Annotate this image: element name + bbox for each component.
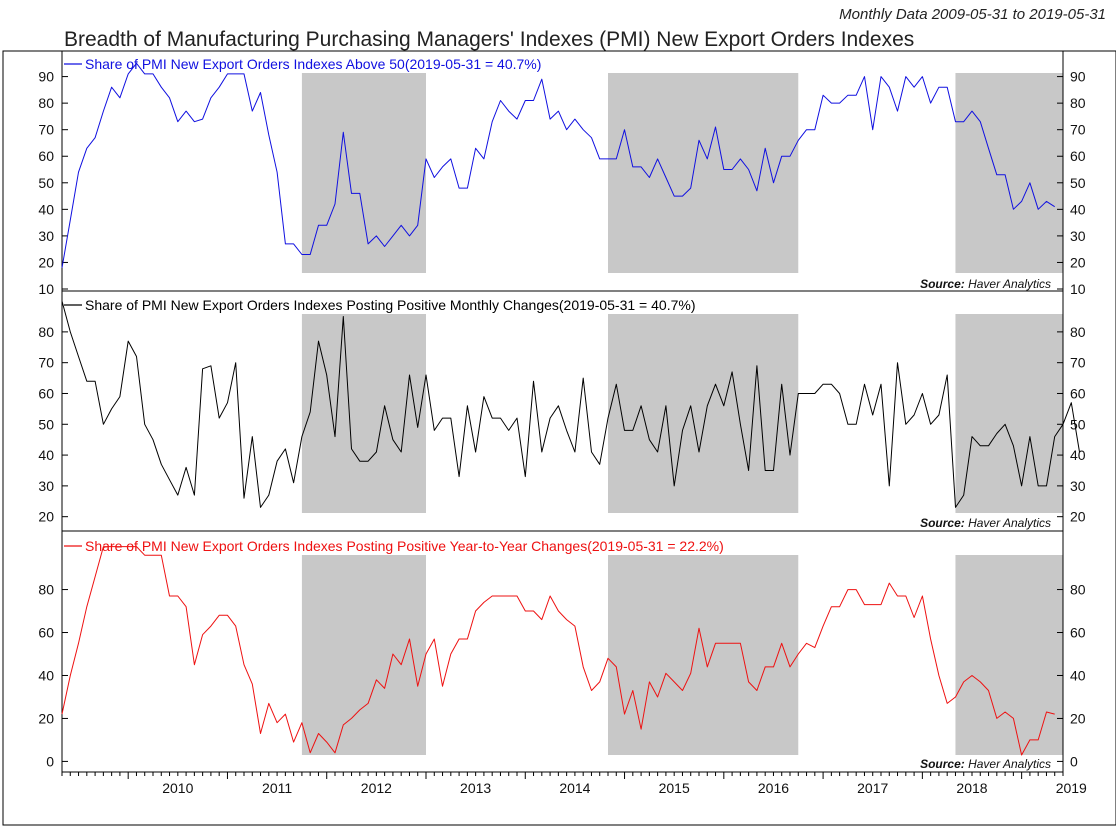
x-tick-label: 2010	[162, 780, 193, 796]
x-tick-label: 2014	[559, 780, 590, 796]
y-tick-label-right: 20	[1070, 254, 1086, 270]
source-label: Source:	[920, 757, 968, 771]
y-tick-label-right: 30	[1070, 228, 1086, 244]
chart-panels: 10 10 20 20 30 30 40 40 50 50 60 60 70 70 80 80 90 90 Shar…	[38, 50, 1086, 773]
x-tick-label: 2018	[956, 780, 987, 796]
x-tick-label: 2012	[361, 780, 392, 796]
x-axis: 2010 2011 2012 2013 2014 2015 2016 2017 2018 2019	[61, 772, 1087, 796]
x-tick-label: 2015	[659, 780, 690, 796]
chart-subtitle: Monthly Data 2009-05-31 to 2019-05-31	[839, 6, 1106, 23]
y-tick-label-right: 20	[1070, 509, 1086, 525]
x-tick-label: 2019	[1056, 780, 1087, 796]
y-tick-label-right: 0	[1070, 753, 1078, 769]
y-tick-label-left: 20	[38, 710, 54, 726]
panel-frame	[61, 50, 1064, 292]
figure-frame	[2, 50, 1116, 826]
legend-label: Share of PMI New Export Orders Indexes A…	[85, 56, 541, 72]
y-tick-label-right: 10	[1070, 281, 1086, 297]
y-tick-label-right: 20	[1070, 710, 1086, 726]
y-tick-label-right: 80	[1070, 582, 1086, 598]
y-tick-label-right: 40	[1070, 201, 1086, 217]
chart-panel-1: 10 10 20 20 30 30 40 40 50 50 60 60 70 70 80 80 90 90 Shar…	[38, 50, 1086, 297]
shaded-region-2	[608, 314, 799, 513]
chart-panel-2: 20 20 30 30 40 40 50 50 60 60 70 70 80 80 Share of PMI…	[38, 290, 1086, 532]
x-tick-label: 2016	[758, 780, 789, 796]
y-tick-label-left: 80	[38, 95, 54, 111]
x-tick-label: 2013	[460, 780, 491, 796]
y-tick-label-left: 30	[38, 478, 54, 494]
source-note: Source: Haver Analytics	[920, 516, 1051, 530]
y-tick-label-left: 50	[38, 175, 54, 191]
y-tick-label-left: 40	[38, 201, 54, 217]
source-name: Haver Analytics	[968, 757, 1051, 771]
source-label: Source:	[920, 516, 968, 530]
y-tick-label-right: 50	[1070, 175, 1086, 191]
y-tick-label-right: 30	[1070, 478, 1086, 494]
chart-panel-3: 0 0 20 20 40 40 60 60 80 80 Share of PMI New Expor…	[38, 530, 1086, 773]
panel-frame	[61, 530, 1064, 773]
y-tick-label-left: 80	[38, 324, 54, 340]
y-tick-label-right: 40	[1070, 447, 1086, 463]
shaded-region-1	[301, 555, 426, 755]
y-tick-label-left: 60	[38, 625, 54, 641]
source-note: Source: Haver Analytics	[920, 277, 1051, 291]
shaded-region-3	[955, 314, 1063, 513]
y-tick-label-left: 50	[38, 416, 54, 432]
y-tick-label-right: 60	[1070, 148, 1086, 164]
y-tick-label-left: 60	[38, 385, 54, 401]
y-tick-label-right: 60	[1070, 625, 1086, 641]
source-note: Source: Haver Analytics	[920, 757, 1051, 771]
legend-label: Share of PMI New Export Orders Indexes P…	[85, 538, 724, 554]
y-tick-label-left: 80	[38, 582, 54, 598]
chart-title: Breadth of Manufacturing Purchasing Mana…	[64, 28, 914, 51]
y-tick-label-left: 20	[38, 254, 54, 270]
series-line-1	[61, 62, 1055, 268]
y-tick-label-left: 0	[46, 753, 54, 769]
source-name: Haver Analytics	[968, 516, 1051, 530]
y-tick-label-right: 90	[1070, 69, 1086, 85]
legend-label: Share of PMI New Export Orders Indexes P…	[85, 297, 695, 313]
panel-frame	[61, 290, 1064, 532]
y-tick-label-right: 60	[1070, 385, 1086, 401]
y-tick-label-right: 70	[1070, 122, 1086, 138]
x-tick-label: 2011	[262, 780, 292, 796]
y-tick-label-right: 80	[1070, 324, 1086, 340]
y-tick-label-left: 70	[38, 355, 54, 371]
source-name: Haver Analytics	[968, 277, 1051, 291]
y-tick-label-right: 40	[1070, 667, 1086, 683]
y-tick-label-left: 90	[38, 69, 54, 85]
series-line-2	[61, 300, 1080, 508]
shaded-region-3	[955, 73, 1063, 273]
x-tick-label: 2017	[857, 780, 888, 796]
source-label: Source:	[920, 277, 968, 291]
y-tick-label-right: 70	[1070, 355, 1086, 371]
shaded-region-3	[955, 555, 1063, 755]
y-tick-label-left: 30	[38, 228, 54, 244]
y-tick-label-left: 10	[38, 281, 54, 297]
y-tick-label-right: 50	[1070, 416, 1086, 432]
y-tick-label-left: 40	[38, 667, 54, 683]
series-line-3	[61, 546, 1055, 756]
y-tick-label-left: 60	[38, 148, 54, 164]
y-tick-label-right: 80	[1070, 95, 1086, 111]
shaded-region-1	[301, 73, 426, 273]
shaded-region-2	[608, 73, 799, 273]
y-tick-label-left: 40	[38, 447, 54, 463]
y-tick-label-left: 70	[38, 122, 54, 138]
y-tick-label-left: 20	[38, 509, 54, 525]
shaded-region-2	[608, 555, 799, 755]
shaded-region-1	[301, 314, 426, 513]
